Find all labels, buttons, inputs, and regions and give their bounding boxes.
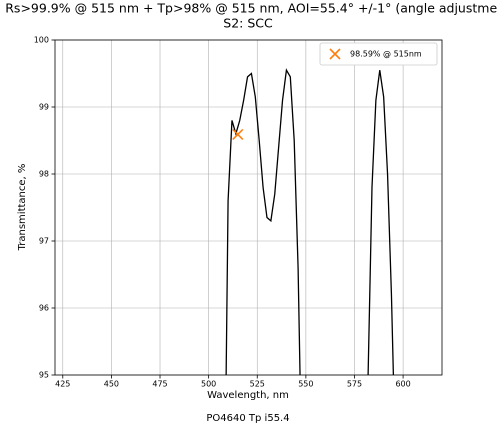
footer: PO4640 Tp i55.4 bbox=[206, 413, 289, 424]
y-tick-label: 96 bbox=[39, 304, 49, 313]
x-tick-label: 425 bbox=[55, 380, 70, 389]
y-tick-label: 98 bbox=[39, 170, 49, 179]
legend-label: 98.59% @ 515nm bbox=[350, 50, 422, 59]
x-marker-stroke bbox=[232, 128, 244, 141]
legend-symbol bbox=[329, 48, 341, 60]
y-tick-label: 100 bbox=[34, 36, 49, 45]
x-tick-label: 600 bbox=[395, 380, 410, 389]
x-tick-label: 575 bbox=[347, 380, 362, 389]
y-tick-label: 99 bbox=[39, 103, 49, 112]
x-axis-label: Wavelength, nm bbox=[207, 390, 289, 401]
x-tick-label: 475 bbox=[152, 380, 167, 389]
plot-frame bbox=[54, 39, 443, 376]
x-marker bbox=[232, 128, 244, 141]
data-line bbox=[225, 68, 395, 375]
y-tick-label: 97 bbox=[39, 237, 49, 246]
legend-symbol-stroke bbox=[329, 48, 341, 60]
chart-title: S1: Rs>99.9% @ 515 nm + Tp>98% @ 515 nm,… bbox=[0, 1, 497, 16]
y-tick-label: 95 bbox=[39, 371, 49, 380]
y-axis-label: Transmittance, % bbox=[17, 164, 28, 252]
x-tick-label: 500 bbox=[201, 380, 216, 389]
legend-box bbox=[319, 42, 438, 66]
x-tick-label: 450 bbox=[104, 380, 119, 389]
x-tick-label: 550 bbox=[298, 380, 313, 389]
chart-subtitle: S2: SCC bbox=[223, 16, 273, 31]
x-tick-label: 525 bbox=[250, 380, 265, 389]
